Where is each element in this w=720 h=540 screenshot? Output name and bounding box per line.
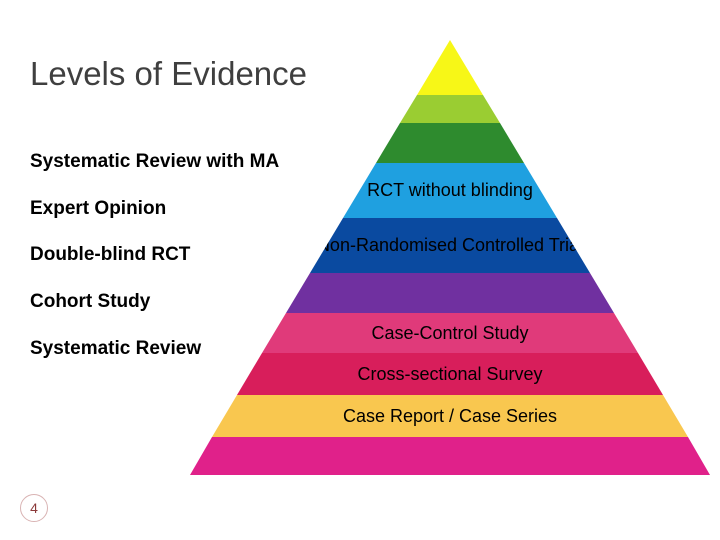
pyramid-layer: Case Report / Case Series xyxy=(212,395,688,437)
left-label-list: Systematic Review with MA Expert Opinion D… xyxy=(30,150,300,383)
page-number: 4 xyxy=(30,500,38,516)
pyramid-layer: Cross-sectional Survey xyxy=(237,353,663,395)
pyramid-layer xyxy=(286,273,614,313)
pyramid-layer xyxy=(417,40,483,95)
left-label: Cohort Study xyxy=(30,290,300,315)
pyramid-layer: Non-Randomised Controlled Trial xyxy=(310,218,590,273)
pyramid-layer-label: RCT without blinding xyxy=(361,180,539,201)
pyramid-layer-label: Case-Control Study xyxy=(365,323,534,344)
pyramid-layer xyxy=(190,437,710,475)
left-label: Systematic Review with MA xyxy=(30,150,300,175)
pyramid-layer: Case-Control Study xyxy=(262,313,638,353)
pyramid-layer-label: Non-Randomised Controlled Trial xyxy=(311,235,589,256)
pyramid-layer-label: Case Report / Case Series xyxy=(337,406,563,427)
page-number-badge: 4 xyxy=(20,494,48,522)
pyramid-layer xyxy=(376,123,524,163)
pyramid-layer xyxy=(400,95,500,123)
left-label: Expert Opinion xyxy=(30,197,300,222)
pyramid-layer-label: Cross-sectional Survey xyxy=(351,364,548,385)
slide: Levels of Evidence Systematic Review wit… xyxy=(0,0,720,540)
page-title: Levels of Evidence xyxy=(30,55,307,93)
pyramid-layer: RCT without blinding xyxy=(343,163,557,218)
left-label: Double-blind RCT xyxy=(30,243,300,268)
